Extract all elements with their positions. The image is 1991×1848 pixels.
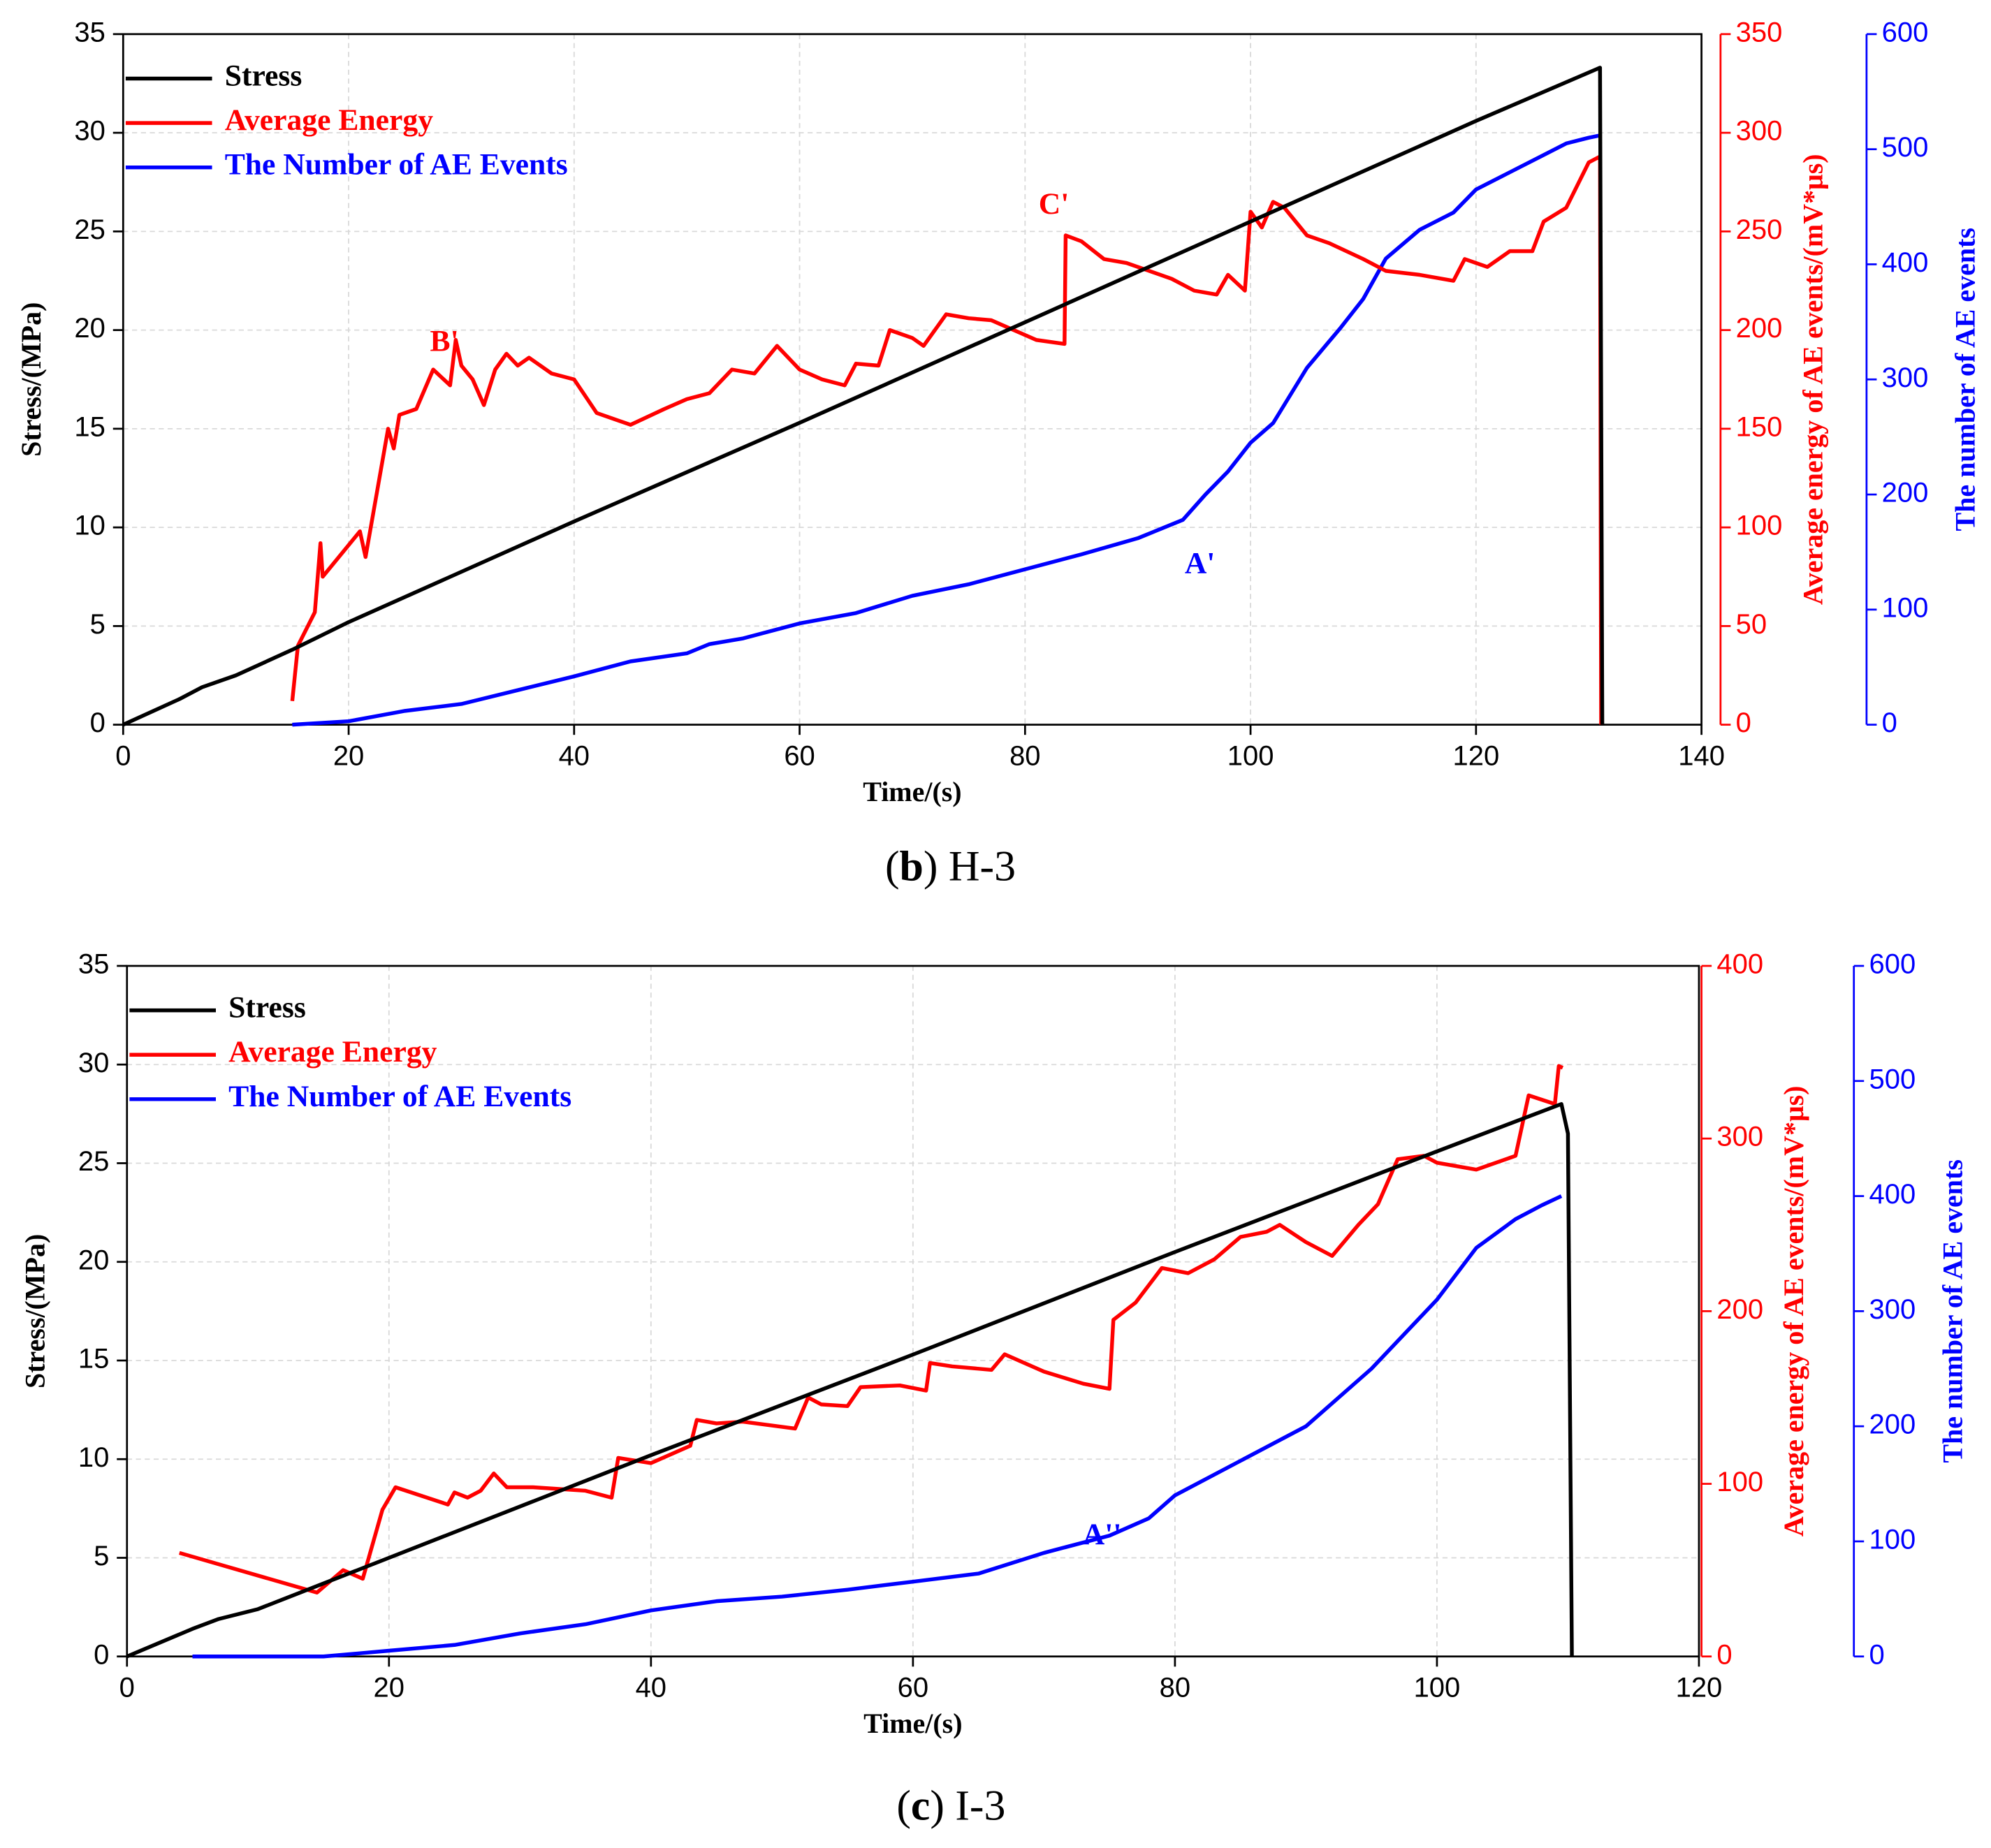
- y-tick-label: 35: [74, 17, 105, 47]
- y-tick-label: 250: [1736, 214, 1783, 245]
- y-tick-label: 15: [78, 1344, 109, 1374]
- y-tick-label: 200: [1736, 313, 1783, 344]
- legend-label: Average Energy: [228, 1035, 437, 1069]
- y3-axis-label: The number of AE events: [1937, 1159, 1968, 1463]
- y-tick-label: 35: [78, 949, 109, 980]
- x-tick-label: 0: [115, 740, 131, 771]
- series-line: [290, 154, 1603, 725]
- y-tick-label: 25: [78, 1146, 109, 1177]
- x-tick-label: 20: [333, 740, 364, 771]
- y-tick-label: 10: [78, 1442, 109, 1473]
- x-tick-label: 80: [1009, 740, 1040, 771]
- x-tick-label: 0: [119, 1673, 135, 1703]
- y-tick-label: 100: [1882, 592, 1929, 623]
- legend-label: Average Energy: [225, 103, 433, 137]
- legend-label: The Number of AE Events: [225, 148, 568, 182]
- y-tick-label: 0: [1882, 707, 1897, 738]
- y-tick-label: 300: [1716, 1122, 1763, 1152]
- y-tick-label: 5: [90, 609, 105, 640]
- y-tick-label: 30: [74, 116, 105, 147]
- y-tick-label: 15: [74, 411, 105, 442]
- y-tick-label: 100: [1736, 511, 1783, 541]
- y-axis-label: Stress/(MPa): [15, 302, 47, 457]
- x-axis-label: Time/(s): [863, 776, 961, 807]
- y2-axis-label: Average energy of AE events/(mV*μs): [1797, 154, 1828, 605]
- y-tick-label: 0: [1716, 1639, 1732, 1670]
- y-tick-label: 300: [1869, 1294, 1916, 1325]
- caption-part: (: [885, 843, 900, 890]
- y-tick-label: 500: [1869, 1064, 1916, 1094]
- y-tick-label: 0: [94, 1639, 109, 1670]
- legend-label: The Number of AE Events: [228, 1080, 571, 1113]
- x-tick-label: 20: [374, 1673, 404, 1703]
- y-tick-label: 200: [1869, 1409, 1916, 1440]
- caption-part: ) I-3: [930, 1782, 1005, 1830]
- x-tick-label: 80: [1160, 1673, 1190, 1703]
- y-tick-label: 400: [1882, 247, 1929, 278]
- legend-label: Stress: [228, 991, 306, 1025]
- y-tick-label: 10: [74, 511, 105, 541]
- x-tick-label: 100: [1414, 1673, 1461, 1703]
- y-tick-label: 400: [1869, 1179, 1916, 1210]
- series-line: [292, 133, 1600, 727]
- x-tick-label: 40: [636, 1673, 666, 1703]
- y-tick-label: 200: [1716, 1294, 1763, 1325]
- annotation: A': [1185, 546, 1216, 580]
- x-tick-label: 120: [1452, 740, 1499, 771]
- y-tick-label: 20: [78, 1245, 109, 1275]
- y-tick-label: 200: [1882, 478, 1929, 508]
- y-tick-label: 350: [1736, 17, 1783, 47]
- x-tick-label: 100: [1227, 740, 1274, 771]
- legend-label: Stress: [225, 59, 302, 92]
- y-tick-label: 300: [1882, 362, 1929, 393]
- y-tick-label: 150: [1736, 411, 1783, 442]
- caption-part: c: [911, 1782, 930, 1830]
- y-tick-label: 50: [1736, 609, 1767, 640]
- caption-part: ) H-3: [924, 843, 1016, 890]
- y-tick-label: 0: [1736, 707, 1751, 738]
- x-tick-label: 140: [1678, 740, 1725, 771]
- y-tick-label: 20: [74, 313, 105, 344]
- x-tick-label: 60: [784, 740, 815, 771]
- series-line: [122, 66, 1605, 727]
- x-tick-label: 120: [1676, 1673, 1723, 1703]
- y-tick-label: 400: [1716, 949, 1763, 980]
- y-tick-label: 25: [74, 214, 105, 245]
- y-tick-label: 600: [1882, 17, 1929, 47]
- y-tick-label: 0: [1869, 1639, 1885, 1670]
- series-line: [179, 1064, 1564, 1595]
- x-tick-label: 60: [898, 1673, 928, 1703]
- y-tick-label: 500: [1882, 132, 1929, 163]
- y-tick-label: 100: [1869, 1525, 1916, 1555]
- caption: (c) I-3: [896, 1782, 1005, 1830]
- x-axis-label: Time/(s): [863, 1708, 962, 1739]
- caption-part: (: [896, 1782, 911, 1830]
- annotation: C': [1039, 187, 1070, 221]
- y-axis-label: Stress/(MPa): [20, 1234, 51, 1388]
- annotation: A'': [1083, 1518, 1122, 1551]
- series-line: [126, 1102, 1574, 1659]
- y2-axis-label: Average energy of AE events/(mV*μs): [1778, 1086, 1809, 1537]
- y3-axis-label: The number of AE events: [1949, 228, 1981, 531]
- plot-frame: [122, 33, 1702, 726]
- y-tick-label: 300: [1736, 116, 1783, 147]
- y-tick-label: 30: [78, 1048, 109, 1078]
- y-tick-label: 100: [1716, 1467, 1763, 1497]
- annotation: B': [430, 324, 459, 358]
- y-tick-label: 0: [90, 707, 105, 738]
- y-tick-label: 5: [94, 1541, 109, 1571]
- caption: (b) H-3: [885, 843, 1016, 890]
- y-tick-label: 600: [1869, 949, 1916, 980]
- x-tick-label: 40: [559, 740, 590, 771]
- series-line: [192, 1194, 1563, 1659]
- caption-part: b: [900, 843, 924, 890]
